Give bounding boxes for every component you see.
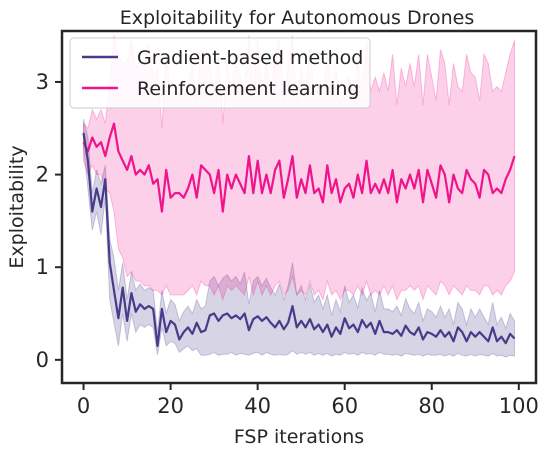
x-tick-label: 100 — [499, 394, 539, 418]
x-tick-label: 40 — [244, 394, 271, 418]
plot-frame — [60, 29, 538, 385]
chart-title: Exploitability for Autonomous Drones — [120, 7, 475, 29]
y-axis-label: Exploitability — [6, 145, 28, 268]
x-tick-label: 20 — [157, 394, 184, 418]
legend-label-reinforcement: Reinforcement learning — [137, 78, 359, 100]
x-axis: 0 20 40 60 80 100 — [77, 383, 539, 418]
y-tick-label: 3 — [36, 70, 49, 94]
y-tick-label: 0 — [36, 348, 49, 372]
legend: Gradient-based method Reinforcement lear… — [69, 37, 371, 109]
line-gradient — [82, 132, 516, 347]
x-axis-label: FSP iterations — [234, 426, 364, 448]
legend-label-gradient: Gradient-based method — [137, 47, 363, 69]
x-tick-label: 80 — [418, 394, 445, 418]
y-tick-label: 2 — [36, 163, 49, 187]
line-reinforcement — [82, 122, 516, 213]
y-axis: 0 1 2 3 — [36, 70, 62, 372]
x-tick-label: 60 — [331, 394, 358, 418]
series-lines — [82, 122, 516, 347]
legend-box — [69, 37, 371, 109]
x-tick-label: 0 — [77, 394, 90, 418]
y-tick-label: 1 — [36, 255, 49, 279]
